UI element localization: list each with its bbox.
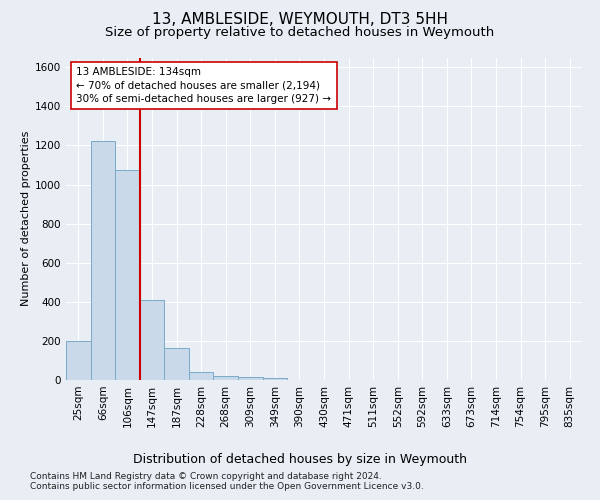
Bar	[214, 376, 238, 380]
Text: 13, AMBLESIDE, WEYMOUTH, DT3 5HH: 13, AMBLESIDE, WEYMOUTH, DT3 5HH	[152, 12, 448, 28]
Text: Contains HM Land Registry data © Crown copyright and database right 2024.: Contains HM Land Registry data © Crown c…	[30, 472, 382, 481]
Bar	[66, 341, 91, 380]
Y-axis label: Number of detached properties: Number of detached properties	[21, 131, 31, 306]
Bar	[189, 372, 214, 380]
Text: Size of property relative to detached houses in Weymouth: Size of property relative to detached ho…	[106, 26, 494, 39]
Text: Contains public sector information licensed under the Open Government Licence v3: Contains public sector information licen…	[30, 482, 424, 491]
Bar	[164, 348, 189, 380]
Bar	[91, 140, 115, 380]
Text: 13 AMBLESIDE: 134sqm
← 70% of detached houses are smaller (2,194)
30% of semi-de: 13 AMBLESIDE: 134sqm ← 70% of detached h…	[76, 67, 331, 104]
Bar	[115, 170, 140, 380]
Bar	[263, 378, 287, 380]
Bar	[140, 300, 164, 380]
Text: Distribution of detached houses by size in Weymouth: Distribution of detached houses by size …	[133, 452, 467, 466]
Bar	[238, 377, 263, 380]
